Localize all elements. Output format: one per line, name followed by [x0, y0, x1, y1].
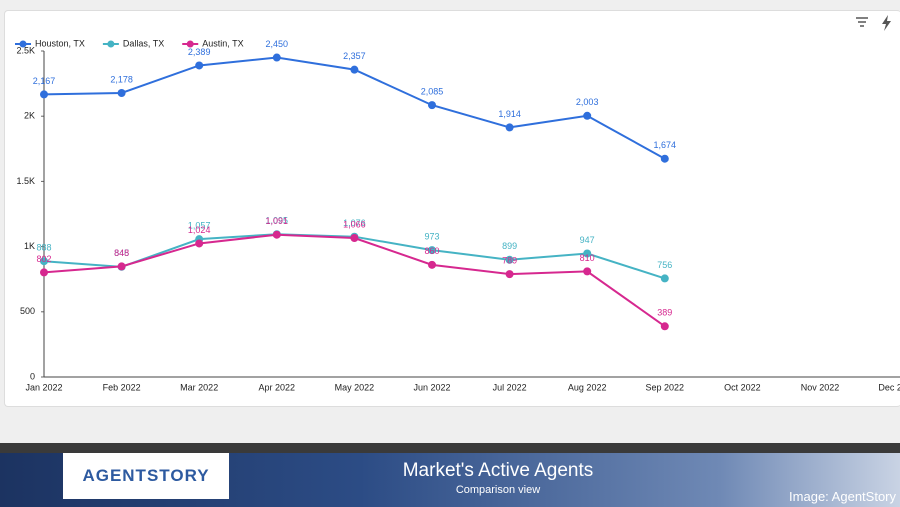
data-label: 2,450 — [266, 39, 289, 49]
data-point — [428, 246, 436, 255]
data-point — [272, 230, 281, 239]
x-tick-label: Feb 2022 — [103, 382, 141, 392]
data-label: 947 — [580, 235, 595, 245]
x-tick-label: Sep 2022 — [646, 382, 685, 392]
data-point — [428, 101, 436, 110]
data-point — [195, 239, 204, 248]
data-label: 802 — [36, 254, 51, 264]
data-point — [195, 61, 204, 70]
x-tick-label: Dec 2022 — [878, 382, 900, 392]
x-tick-label: Apr 2022 — [259, 382, 296, 392]
data-label: 1,091 — [266, 216, 289, 226]
data-label: 2,357 — [343, 51, 366, 61]
data-label: 1,024 — [188, 225, 211, 235]
data-point — [660, 322, 669, 331]
y-tick-label: 0 — [30, 371, 35, 381]
data-label: 1,674 — [654, 140, 677, 150]
data-label: 2,389 — [188, 47, 211, 57]
y-tick-label: 500 — [20, 306, 35, 316]
banner-title: Market's Active Agents — [402, 460, 594, 481]
data-point — [583, 267, 592, 276]
y-tick-label: 2.5K — [16, 45, 35, 55]
data-point — [350, 65, 359, 74]
chart-card: 0 500 1K 1.5K 2K 2.5K Jan 2022 Feb 2022 Mar 2022… — [4, 10, 900, 407]
data-label: 1,066 — [343, 219, 366, 229]
legend-marker — [186, 40, 194, 48]
data-point — [272, 53, 281, 62]
data-label: 810 — [580, 253, 595, 263]
divider — [0, 443, 900, 453]
logo: AGENTSTORY — [63, 453, 229, 499]
data-point — [40, 257, 48, 266]
data-point — [583, 249, 592, 258]
legend-label: Austin, TX — [202, 38, 243, 48]
banner: AGENTSTORY Market's Active Agents Compar… — [0, 453, 900, 507]
data-point — [428, 260, 436, 269]
data-point — [505, 255, 514, 264]
chart: 0 500 1K 1.5K 2K 2.5K Jan 2022 Feb 2022 Mar 2022… — [15, 15, 900, 392]
x-tick-label: Nov 2022 — [801, 382, 840, 392]
data-label: 756 — [657, 260, 672, 270]
x-tick-label: Mar 2022 — [180, 382, 218, 392]
y-tick-label: 2K — [24, 111, 35, 121]
x-tick-label: Aug 2022 — [568, 382, 607, 392]
data-label: 845 — [114, 248, 129, 258]
data-label: 860 — [424, 246, 439, 256]
data-point — [40, 90, 48, 99]
x-tick-label: Jul 2022 — [493, 382, 527, 392]
data-point — [505, 270, 514, 279]
data-label: 1,057 — [188, 221, 211, 231]
data-point — [40, 268, 48, 277]
x-tick-label: Oct 2022 — [724, 382, 761, 392]
data-point — [350, 233, 359, 242]
data-point — [660, 274, 669, 283]
data-label: 2,085 — [421, 86, 444, 96]
data-point — [117, 88, 126, 97]
legend-label: Dallas, TX — [123, 38, 164, 48]
data-label: 1,914 — [498, 109, 521, 119]
x-tick-label: May 2022 — [335, 382, 375, 392]
data-point — [505, 123, 514, 132]
data-label: 848 — [114, 248, 129, 258]
data-label: 2,167 — [33, 76, 56, 86]
legend-marker — [19, 40, 27, 48]
data-point — [583, 111, 592, 120]
data-label: 789 — [502, 255, 517, 265]
data-label: 973 — [424, 231, 439, 241]
data-point — [117, 262, 126, 271]
data-label: 2,178 — [110, 74, 133, 84]
data-label: 389 — [657, 308, 672, 318]
bolt-icon[interactable] — [882, 15, 891, 31]
banner-subtitle: Comparison view — [455, 484, 541, 496]
legend-label: Houston, TX — [35, 38, 85, 48]
data-point — [660, 154, 669, 163]
data-label: 888 — [36, 243, 51, 253]
legend-marker — [107, 40, 115, 48]
data-label: 1,076 — [343, 218, 366, 228]
data-label: 899 — [502, 241, 517, 251]
filter-icon[interactable] — [856, 17, 868, 27]
image-credit: Image: AgentStory — [789, 489, 896, 504]
x-tick-label: Jan 2022 — [25, 382, 62, 392]
y-tick-label: 1K — [24, 241, 35, 251]
series-line — [43, 233, 666, 328]
x-tick-label: Jun 2022 — [413, 382, 450, 392]
y-tick-label: 1.5K — [16, 176, 35, 186]
data-label: 2,003 — [576, 97, 599, 107]
data-label: 1,095 — [266, 216, 289, 226]
